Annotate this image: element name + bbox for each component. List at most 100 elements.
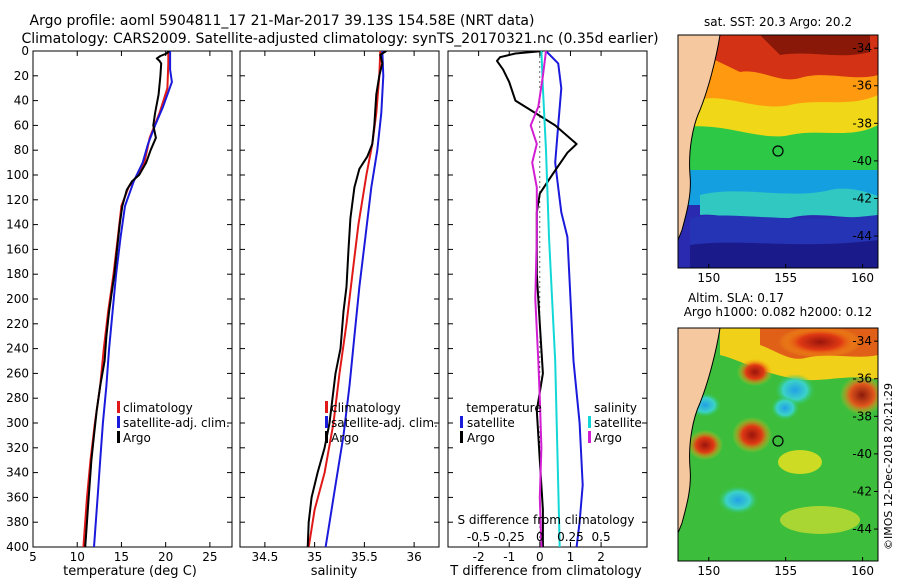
- diff-legend-temperature-title: temperature: [466, 401, 541, 415]
- sal-legend-swatch-satellite: [325, 416, 328, 428]
- figure-title-line1: Argo profile: aoml 5904811_17 21-Mar-201…: [30, 13, 535, 29]
- diff-legend-swatch-temp-argo: [460, 431, 463, 443]
- temperature-axes: [32, 50, 233, 548]
- temperature-xlabel: temperature (deg C): [63, 564, 197, 579]
- x-tick-label: 25: [202, 550, 217, 564]
- secondary-x-tick-label: 0.5: [592, 530, 611, 544]
- temperature-panel: 5 10 15 20 25 0 20 40 60 80 100 120 140 160 180 200 220 2…: [6, 44, 233, 579]
- sla-map-title-line2: Argo h1000: 0.082 h2000: 0.12: [684, 305, 873, 319]
- sal-legend-argo: Argo: [331, 431, 359, 445]
- map-x-tick-label: 155: [774, 271, 797, 285]
- map-y-tick-label: -42: [852, 191, 872, 205]
- x-tick-label: 5: [29, 550, 37, 564]
- sst-map-panel: sat. SST: 20.3 Argo: 20.2 150 155 160 -34 -3…: [677, 15, 879, 285]
- map-y-tick-label: -40: [852, 447, 872, 461]
- x-tick-label: 1: [567, 550, 575, 564]
- sst-map-frame: [677, 34, 879, 269]
- y-tick-label: 360: [6, 490, 29, 504]
- sla-map-image: [678, 328, 878, 561]
- salinity-panel: 34.5 35 35.5 36 salinity climatology satell…: [239, 50, 440, 579]
- y-tick-label: 200: [6, 292, 29, 306]
- sla-map-frame: [677, 327, 879, 562]
- map-y-tick-label: -40: [852, 154, 872, 168]
- series-salinity-satellite: [540, 51, 561, 547]
- secondary-x-tick-label: -0.5: [467, 530, 490, 544]
- x-tick-label: 2: [597, 550, 605, 564]
- map-y-tick-label: -34: [852, 334, 872, 348]
- temp-legend-argo: Argo: [123, 431, 151, 445]
- temp-legend-satellite: satellite-adj. clim.: [123, 416, 230, 430]
- map-y-tick-label: -38: [852, 409, 872, 423]
- x-tick-label: -1: [503, 550, 515, 564]
- map-y-tick-label: -44: [852, 522, 872, 536]
- difference-xlabel: T difference from climatology: [449, 564, 642, 579]
- series-climatology: [307, 51, 382, 547]
- secondary-x-tick-label: 0.25: [557, 530, 584, 544]
- figure-title-line2: Climatology: CARS2009. Satellite-adjuste…: [21, 31, 658, 47]
- y-tick-label: 0: [21, 44, 29, 58]
- difference-panel: -2 -1 0 1 2 T difference from climatology S …: [447, 50, 648, 579]
- difference-secondary-xlabel: S difference from climatology: [458, 513, 635, 527]
- diff-legend-swatch-sal-argo: [588, 431, 591, 443]
- x-tick-label: 35.5: [351, 550, 378, 564]
- map-x-tick-label: 160: [851, 271, 874, 285]
- salinity-xlabel: salinity: [311, 564, 358, 579]
- secondary-x-tick-label: 0: [536, 530, 544, 544]
- series-satellite-adj-clim-: [324, 51, 385, 547]
- y-tick-label: 400: [6, 540, 29, 554]
- y-tick-label: 80: [14, 143, 29, 157]
- x-tick-label: 20: [158, 550, 173, 564]
- temp-legend-climatology: climatology: [123, 401, 193, 415]
- y-tick-label: 220: [6, 317, 29, 331]
- diff-legend-temp-satellite: satellite: [467, 416, 515, 430]
- sal-legend-satellite: satellite-adj. clim.: [331, 416, 438, 430]
- map-y-tick-label: -38: [852, 116, 872, 130]
- y-tick-label: 320: [6, 441, 29, 455]
- y-tick-label: 260: [6, 366, 29, 380]
- temp-legend-swatch-climatology: [117, 401, 120, 413]
- y-tick-label: 120: [6, 193, 29, 207]
- map-y-tick-label: -34: [852, 41, 872, 55]
- map-x-tick-label: 150: [697, 564, 720, 578]
- y-tick-label: 380: [6, 515, 29, 529]
- y-tick-label: 160: [6, 242, 29, 256]
- temp-legend-swatch-satellite: [117, 416, 120, 428]
- x-tick-label: 0: [536, 550, 544, 564]
- temp-legend-swatch-argo: [117, 431, 120, 443]
- sla-argo-location-marker: [772, 435, 784, 447]
- y-tick-label: 20: [14, 69, 29, 83]
- imos-credit: ©IMOS 12-Dec-2018 20:21:29: [882, 383, 895, 550]
- map-x-tick-label: 155: [774, 564, 797, 578]
- y-tick-label: 100: [6, 168, 29, 182]
- difference-axes: [447, 50, 648, 548]
- y-tick-label: 60: [14, 118, 29, 132]
- sal-legend-climatology: climatology: [331, 401, 401, 415]
- x-tick-label: -2: [473, 550, 485, 564]
- y-tick-label: 40: [14, 94, 29, 108]
- diff-legend-temp-argo: Argo: [467, 431, 495, 445]
- map-x-tick-label: 160: [851, 564, 874, 578]
- x-tick-label: 15: [114, 550, 129, 564]
- map-y-tick-label: -36: [852, 372, 872, 386]
- series-temperature-argo: [496, 51, 578, 547]
- x-tick-label: 36: [406, 550, 421, 564]
- secondary-x-tick-label: -0.25: [494, 530, 525, 544]
- sst-argo-location-marker: [772, 145, 784, 157]
- y-tick-label: 340: [6, 466, 29, 480]
- salinity-axes: [239, 50, 440, 548]
- x-tick-label: 34.5: [252, 550, 279, 564]
- y-tick-label: 300: [6, 416, 29, 430]
- sla-map-title-line1: Altim. SLA: 0.17: [688, 291, 784, 305]
- sal-legend-swatch-climatology: [325, 401, 328, 413]
- map-x-tick-label: 150: [697, 271, 720, 285]
- series-argo: [306, 51, 387, 547]
- y-tick-label: 180: [6, 267, 29, 281]
- x-tick-label: 35: [307, 550, 322, 564]
- x-tick-label: 10: [70, 550, 85, 564]
- y-tick-label: 280: [6, 391, 29, 405]
- diff-legend-sal-argo: Argo: [594, 431, 622, 445]
- sla-map-panel: Altim. SLA: 0.17 Argo h1000: 0.082 h2000…: [677, 291, 879, 578]
- sst-map-image: [678, 35, 878, 268]
- diff-legend-sal-satellite: satellite: [594, 416, 642, 430]
- y-tick-label: 140: [6, 218, 29, 232]
